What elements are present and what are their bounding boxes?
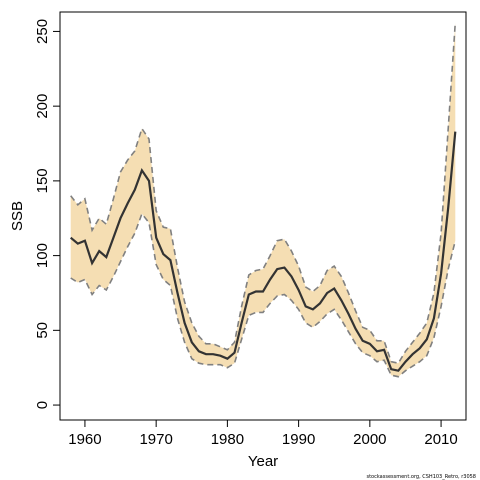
y-tick-label: 50 [34,322,51,339]
ssb-median-line [69,131,457,372]
lower-bound-line [70,212,457,378]
credit-note: stockassessment.org, CSH103_Retro, r3058 [366,474,476,480]
y-tick-label: 0 [34,401,51,409]
confidence-band [70,22,456,377]
axis-ticks-layer: 1960 1970 1980 1990 2000 2010 0 50 100 150 200 250 [34,19,458,448]
y-tick-label: 200 [34,94,51,119]
confidence-band-layer [70,22,456,377]
upper-bound-line [70,22,457,365]
y-tick-label: 100 [34,243,51,268]
x-tick-label: 1970 [139,431,172,448]
x-tick-label: 1960 [68,431,101,448]
series-lines-layer [69,22,457,378]
y-tick-label: 150 [34,168,51,193]
x-tick-label: 1980 [211,431,244,448]
x-tick-label: 2000 [353,431,386,448]
x-axis-title: Year [248,453,278,470]
x-tick-label: 1990 [282,431,315,448]
plot-frame [59,11,467,421]
y-tick-label: 250 [34,19,51,44]
y-axis-title: SSB [9,201,26,231]
x-tick-label: 2010 [424,431,457,448]
